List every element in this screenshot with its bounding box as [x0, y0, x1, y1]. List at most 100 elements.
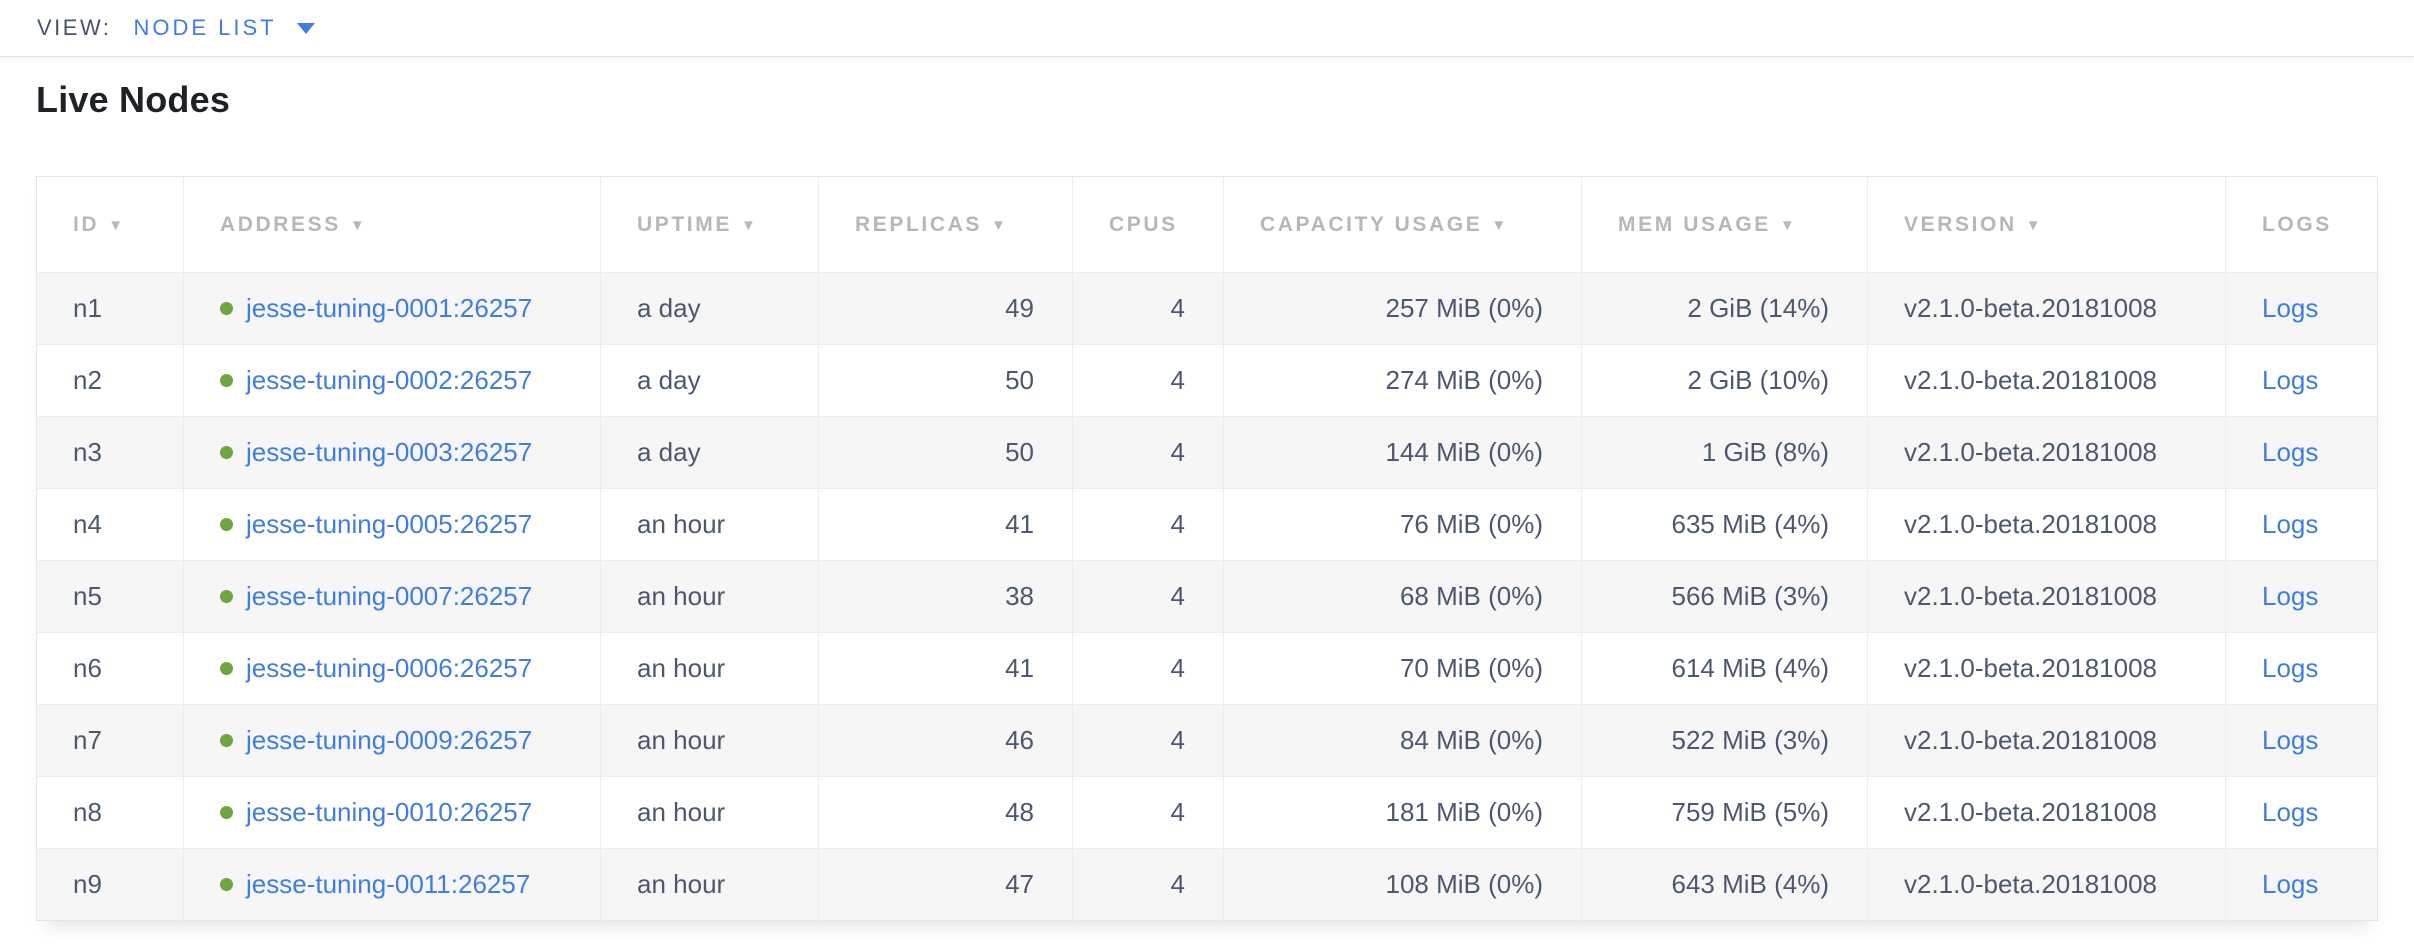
- cell-uptime: an hour: [600, 632, 819, 705]
- cell-address: jesse-tuning-0003:26257: [183, 416, 601, 489]
- cell-id: n5: [36, 560, 184, 633]
- table-row: n4 jesse-tuning-0005:26257 an hour 41 4 76 Mi…: [36, 488, 2378, 561]
- cell-capacity: 70 MiB (0%): [1223, 632, 1582, 705]
- table-row: n3 jesse-tuning-0003:26257 a day 50 4 144 MiB…: [36, 416, 2378, 489]
- cell-cpus: 4: [1072, 560, 1224, 633]
- cell-version: v2.1.0-beta.20181008: [1867, 848, 2226, 921]
- logs-link[interactable]: Logs: [2262, 869, 2319, 899]
- column-header-id[interactable]: ID ▼: [36, 176, 184, 273]
- cell-cpus: 4: [1072, 776, 1224, 849]
- node-live-status-icon: [220, 662, 233, 675]
- page-title: Live Nodes: [36, 79, 231, 120]
- node-live-status-icon: [220, 446, 233, 459]
- column-header-mem[interactable]: MEM USAGE ▼: [1581, 176, 1868, 273]
- node-address-link[interactable]: jesse-tuning-0007:26257: [246, 581, 533, 611]
- cell-replicas: 50: [818, 344, 1073, 417]
- cell-id: n3: [36, 416, 184, 489]
- cell-version: v2.1.0-beta.20181008: [1867, 272, 2226, 345]
- cell-version: v2.1.0-beta.20181008: [1867, 344, 2226, 417]
- logs-link[interactable]: Logs: [2262, 509, 2319, 539]
- cell-capacity: 76 MiB (0%): [1223, 488, 1582, 561]
- cell-mem: 522 MiB (3%): [1581, 704, 1868, 777]
- cell-uptime: an hour: [600, 704, 819, 777]
- column-header-label: REPLICAS: [855, 212, 982, 236]
- cell-address: jesse-tuning-0011:26257: [183, 848, 601, 921]
- live-nodes-table: ID ▼ ADDRESS ▼ UPTIME ▼ REPLICAS ▼ CPUS CAPACITY …: [36, 176, 2378, 921]
- cell-logs: Logs: [2225, 848, 2378, 921]
- cell-mem: 566 MiB (3%): [1581, 560, 1868, 633]
- cell-capacity: 84 MiB (0%): [1223, 704, 1582, 777]
- view-dropdown[interactable]: NODE LIST: [133, 15, 315, 41]
- cell-replicas: 38: [818, 560, 1073, 633]
- view-dropdown-value[interactable]: NODE LIST: [133, 15, 277, 40]
- sort-arrow-icon: ▼: [2025, 216, 2044, 234]
- column-header-address[interactable]: ADDRESS ▼: [183, 176, 601, 273]
- logs-link[interactable]: Logs: [2262, 293, 2319, 323]
- cell-cpus: 4: [1072, 488, 1224, 561]
- chevron-down-icon[interactable]: [296, 22, 315, 34]
- logs-link[interactable]: Logs: [2262, 653, 2319, 683]
- cell-cpus: 4: [1072, 416, 1224, 489]
- cell-mem: 1 GiB (8%): [1581, 416, 1868, 489]
- cell-logs: Logs: [2225, 416, 2378, 489]
- cell-replicas: 50: [818, 416, 1073, 489]
- cell-capacity: 181 MiB (0%): [1223, 776, 1582, 849]
- cell-address: jesse-tuning-0006:26257: [183, 632, 601, 705]
- node-address-link[interactable]: jesse-tuning-0006:26257: [246, 653, 533, 683]
- logs-link[interactable]: Logs: [2262, 797, 2319, 827]
- node-address-link[interactable]: jesse-tuning-0001:26257: [246, 293, 533, 323]
- sort-arrow-icon: ▼: [990, 216, 1009, 234]
- cell-capacity: 257 MiB (0%): [1223, 272, 1582, 345]
- cell-id: n6: [36, 632, 184, 705]
- node-address-link[interactable]: jesse-tuning-0003:26257: [246, 437, 533, 467]
- node-address-link[interactable]: jesse-tuning-0010:26257: [246, 797, 533, 827]
- cell-logs: Logs: [2225, 344, 2378, 417]
- column-header-label: LOGS: [2262, 212, 2332, 236]
- cell-version: v2.1.0-beta.20181008: [1867, 416, 2226, 489]
- cell-logs: Logs: [2225, 776, 2378, 849]
- cell-capacity: 68 MiB (0%): [1223, 560, 1582, 633]
- column-header-label: CPUS: [1109, 212, 1178, 236]
- table-row: n9 jesse-tuning-0011:26257 an hour 47 4 108 M…: [36, 848, 2378, 921]
- node-address-link[interactable]: jesse-tuning-0011:26257: [246, 869, 531, 899]
- sort-arrow-icon: ▼: [740, 216, 759, 234]
- column-header-replicas[interactable]: REPLICAS ▼: [818, 176, 1073, 273]
- cell-replicas: 41: [818, 488, 1073, 561]
- cell-mem: 2 GiB (10%): [1581, 344, 1868, 417]
- node-live-status-icon: [220, 374, 233, 387]
- cell-address: jesse-tuning-0005:26257: [183, 488, 601, 561]
- logs-link[interactable]: Logs: [2262, 437, 2319, 467]
- cell-logs: Logs: [2225, 632, 2378, 705]
- cell-mem: 614 MiB (4%): [1581, 632, 1868, 705]
- cell-version: v2.1.0-beta.20181008: [1867, 704, 2226, 777]
- cell-mem: 759 MiB (5%): [1581, 776, 1868, 849]
- cell-logs: Logs: [2225, 488, 2378, 561]
- column-header-capacity[interactable]: CAPACITY USAGE ▼: [1223, 176, 1582, 273]
- logs-link[interactable]: Logs: [2262, 581, 2319, 611]
- column-header-uptime[interactable]: UPTIME ▼: [600, 176, 819, 273]
- cell-address: jesse-tuning-0010:26257: [183, 776, 601, 849]
- node-live-status-icon: [220, 734, 233, 747]
- node-live-status-icon: [220, 806, 233, 819]
- cell-replicas: 41: [818, 632, 1073, 705]
- cell-cpus: 4: [1072, 344, 1224, 417]
- cell-capacity: 108 MiB (0%): [1223, 848, 1582, 921]
- column-header-version[interactable]: VERSION ▼: [1867, 176, 2226, 273]
- live-nodes-table-container: ID ▼ ADDRESS ▼ UPTIME ▼ REPLICAS ▼ CPUS CAPACITY …: [36, 176, 2378, 921]
- cell-logs: Logs: [2225, 272, 2378, 345]
- node-address-link[interactable]: jesse-tuning-0009:26257: [246, 725, 533, 755]
- logs-link[interactable]: Logs: [2262, 365, 2319, 395]
- logs-link[interactable]: Logs: [2262, 725, 2319, 755]
- cell-id: n2: [36, 344, 184, 417]
- view-selector-bar: VIEW: NODE LIST: [0, 0, 2414, 57]
- cell-uptime: an hour: [600, 776, 819, 849]
- table-row: n2 jesse-tuning-0002:26257 a day 50 4 274 MiB…: [36, 344, 2378, 417]
- page-content: Live Nodes ID ▼ ADDRESS ▼ UPTIME ▼ REPLICAS ▼ CP…: [0, 79, 2414, 926]
- cell-id: n9: [36, 848, 184, 921]
- node-address-link[interactable]: jesse-tuning-0002:26257: [246, 365, 533, 395]
- cell-id: n7: [36, 704, 184, 777]
- node-address-link[interactable]: jesse-tuning-0005:26257: [246, 509, 533, 539]
- cell-mem: 2 GiB (14%): [1581, 272, 1868, 345]
- cell-id: n1: [36, 272, 184, 345]
- cell-cpus: 4: [1072, 704, 1224, 777]
